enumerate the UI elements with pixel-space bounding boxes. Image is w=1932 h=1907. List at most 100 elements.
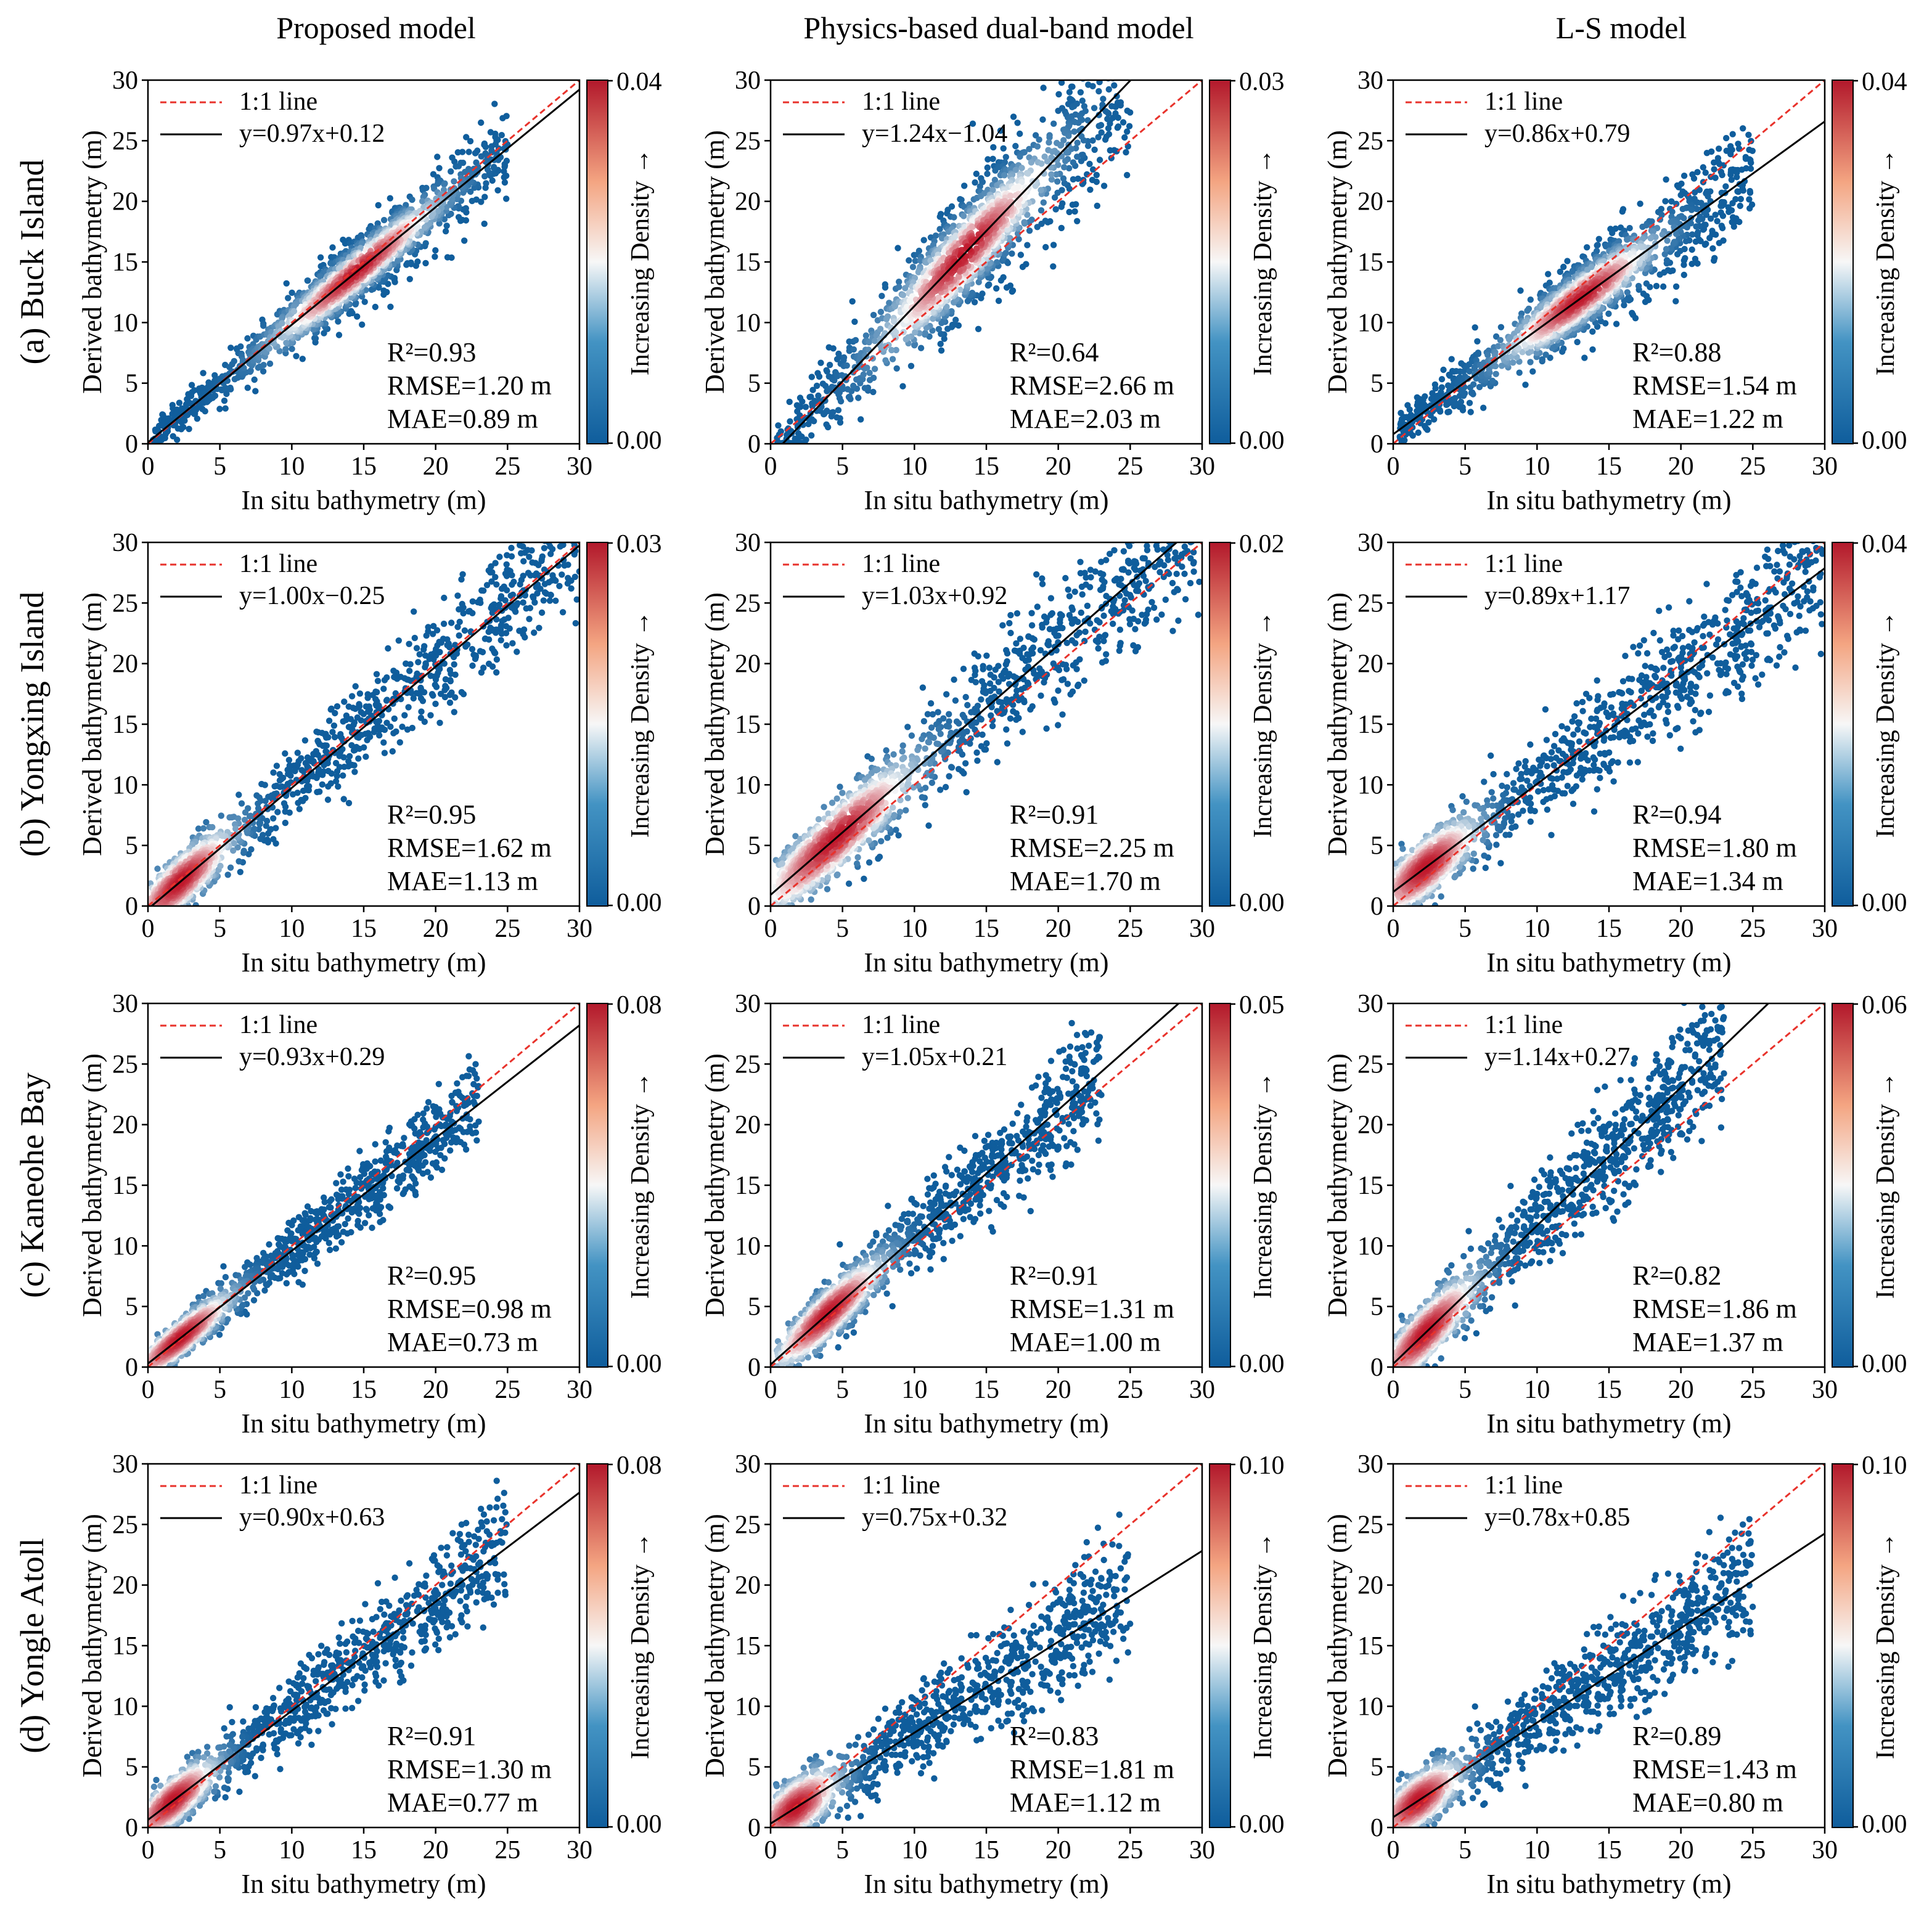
data-point	[1121, 60, 1128, 67]
stat-r2: R²=0.88	[1632, 337, 1721, 367]
data-point	[1647, 235, 1654, 242]
row-label: (d) Yongle Atoll	[14, 1538, 51, 1754]
data-point	[866, 369, 873, 377]
data-point	[385, 645, 391, 652]
data-point	[1624, 289, 1631, 296]
y-tick-label: 0	[748, 430, 761, 459]
data-point	[1015, 235, 1022, 243]
data-point	[968, 290, 976, 296]
data-point	[1070, 176, 1077, 183]
data-point	[878, 293, 885, 300]
row-label: (a) Buck Island	[14, 160, 51, 365]
data-point	[1098, 65, 1104, 71]
data-point	[507, 592, 514, 599]
data-point	[335, 318, 342, 325]
data-point	[1004, 226, 1011, 233]
data-point	[1018, 165, 1025, 171]
data-point	[1692, 238, 1700, 245]
data-point	[484, 166, 491, 173]
data-point	[935, 294, 942, 301]
y-tick-label: 30	[1357, 67, 1383, 95]
data-point	[1716, 145, 1722, 152]
data-point	[815, 392, 822, 399]
data-point	[1470, 381, 1477, 388]
data-point	[170, 433, 176, 439]
data-point	[1626, 224, 1633, 232]
data-point	[1560, 345, 1567, 352]
data-point	[252, 388, 259, 394]
x-tick-label: 0	[142, 452, 155, 481]
data-point	[194, 415, 201, 422]
data-point	[1050, 242, 1057, 248]
data-point	[870, 388, 877, 396]
data-point	[787, 418, 793, 425]
data-point	[488, 605, 494, 611]
data-point	[321, 330, 327, 337]
data-point	[888, 346, 895, 354]
data-point	[503, 113, 510, 120]
data-point	[1111, 82, 1118, 89]
data-point	[422, 652, 429, 659]
data-point	[1475, 351, 1482, 357]
data-point	[1019, 263, 1026, 271]
data-point	[546, 523, 552, 529]
data-point	[517, 542, 523, 549]
data-point	[481, 220, 488, 227]
data-point	[1007, 192, 1014, 200]
data-point	[886, 300, 893, 306]
data-point	[188, 382, 195, 388]
data-point	[1718, 223, 1725, 229]
x-tick-label: 15	[351, 452, 377, 481]
data-point	[415, 659, 422, 666]
data-point	[455, 163, 462, 169]
y-tick-label: 15	[1357, 248, 1383, 277]
data-point	[478, 153, 485, 160]
data-point	[843, 362, 850, 369]
data-point	[1060, 175, 1067, 182]
data-point	[417, 714, 425, 721]
data-point	[502, 623, 510, 630]
data-point	[451, 178, 457, 185]
data-point	[1707, 215, 1714, 222]
data-point	[1438, 384, 1446, 391]
data-point	[1074, 175, 1081, 182]
data-point	[1517, 287, 1524, 294]
data-point	[984, 164, 991, 171]
data-point	[223, 390, 230, 398]
data-point	[909, 264, 917, 271]
data-point	[1695, 229, 1701, 236]
data-point	[222, 405, 229, 412]
data-point	[1712, 174, 1719, 181]
data-point	[817, 359, 824, 366]
data-point	[893, 329, 899, 336]
legend-identity-label: 1:1 line	[239, 88, 317, 116]
data-point	[472, 150, 479, 157]
data-point	[826, 361, 833, 369]
data-point	[255, 354, 262, 361]
legend-identity-label: 1:1 line	[1484, 88, 1563, 116]
data-point	[948, 203, 956, 210]
data-point	[903, 317, 910, 324]
data-point	[478, 587, 485, 594]
x-tick-label: 10	[901, 452, 927, 481]
data-point	[434, 153, 441, 160]
data-point	[1688, 231, 1696, 238]
data-point	[488, 149, 496, 156]
data-point	[491, 100, 498, 107]
data-point	[483, 582, 491, 589]
data-point	[1401, 437, 1408, 444]
data-point	[289, 289, 295, 296]
data-point	[1663, 176, 1669, 183]
data-point	[573, 505, 579, 512]
x-axis-label: In situ bathymetry (m)	[241, 485, 486, 515]
data-point	[1619, 208, 1626, 215]
data-point	[372, 303, 379, 311]
data-point	[1668, 198, 1675, 205]
data-point	[487, 569, 494, 576]
x-tick-label: 20	[1046, 452, 1071, 481]
fit-line	[1393, 120, 1825, 435]
data-point	[896, 279, 903, 285]
colorbar-label: Increasing Density →	[1249, 149, 1277, 376]
data-point	[882, 284, 889, 291]
